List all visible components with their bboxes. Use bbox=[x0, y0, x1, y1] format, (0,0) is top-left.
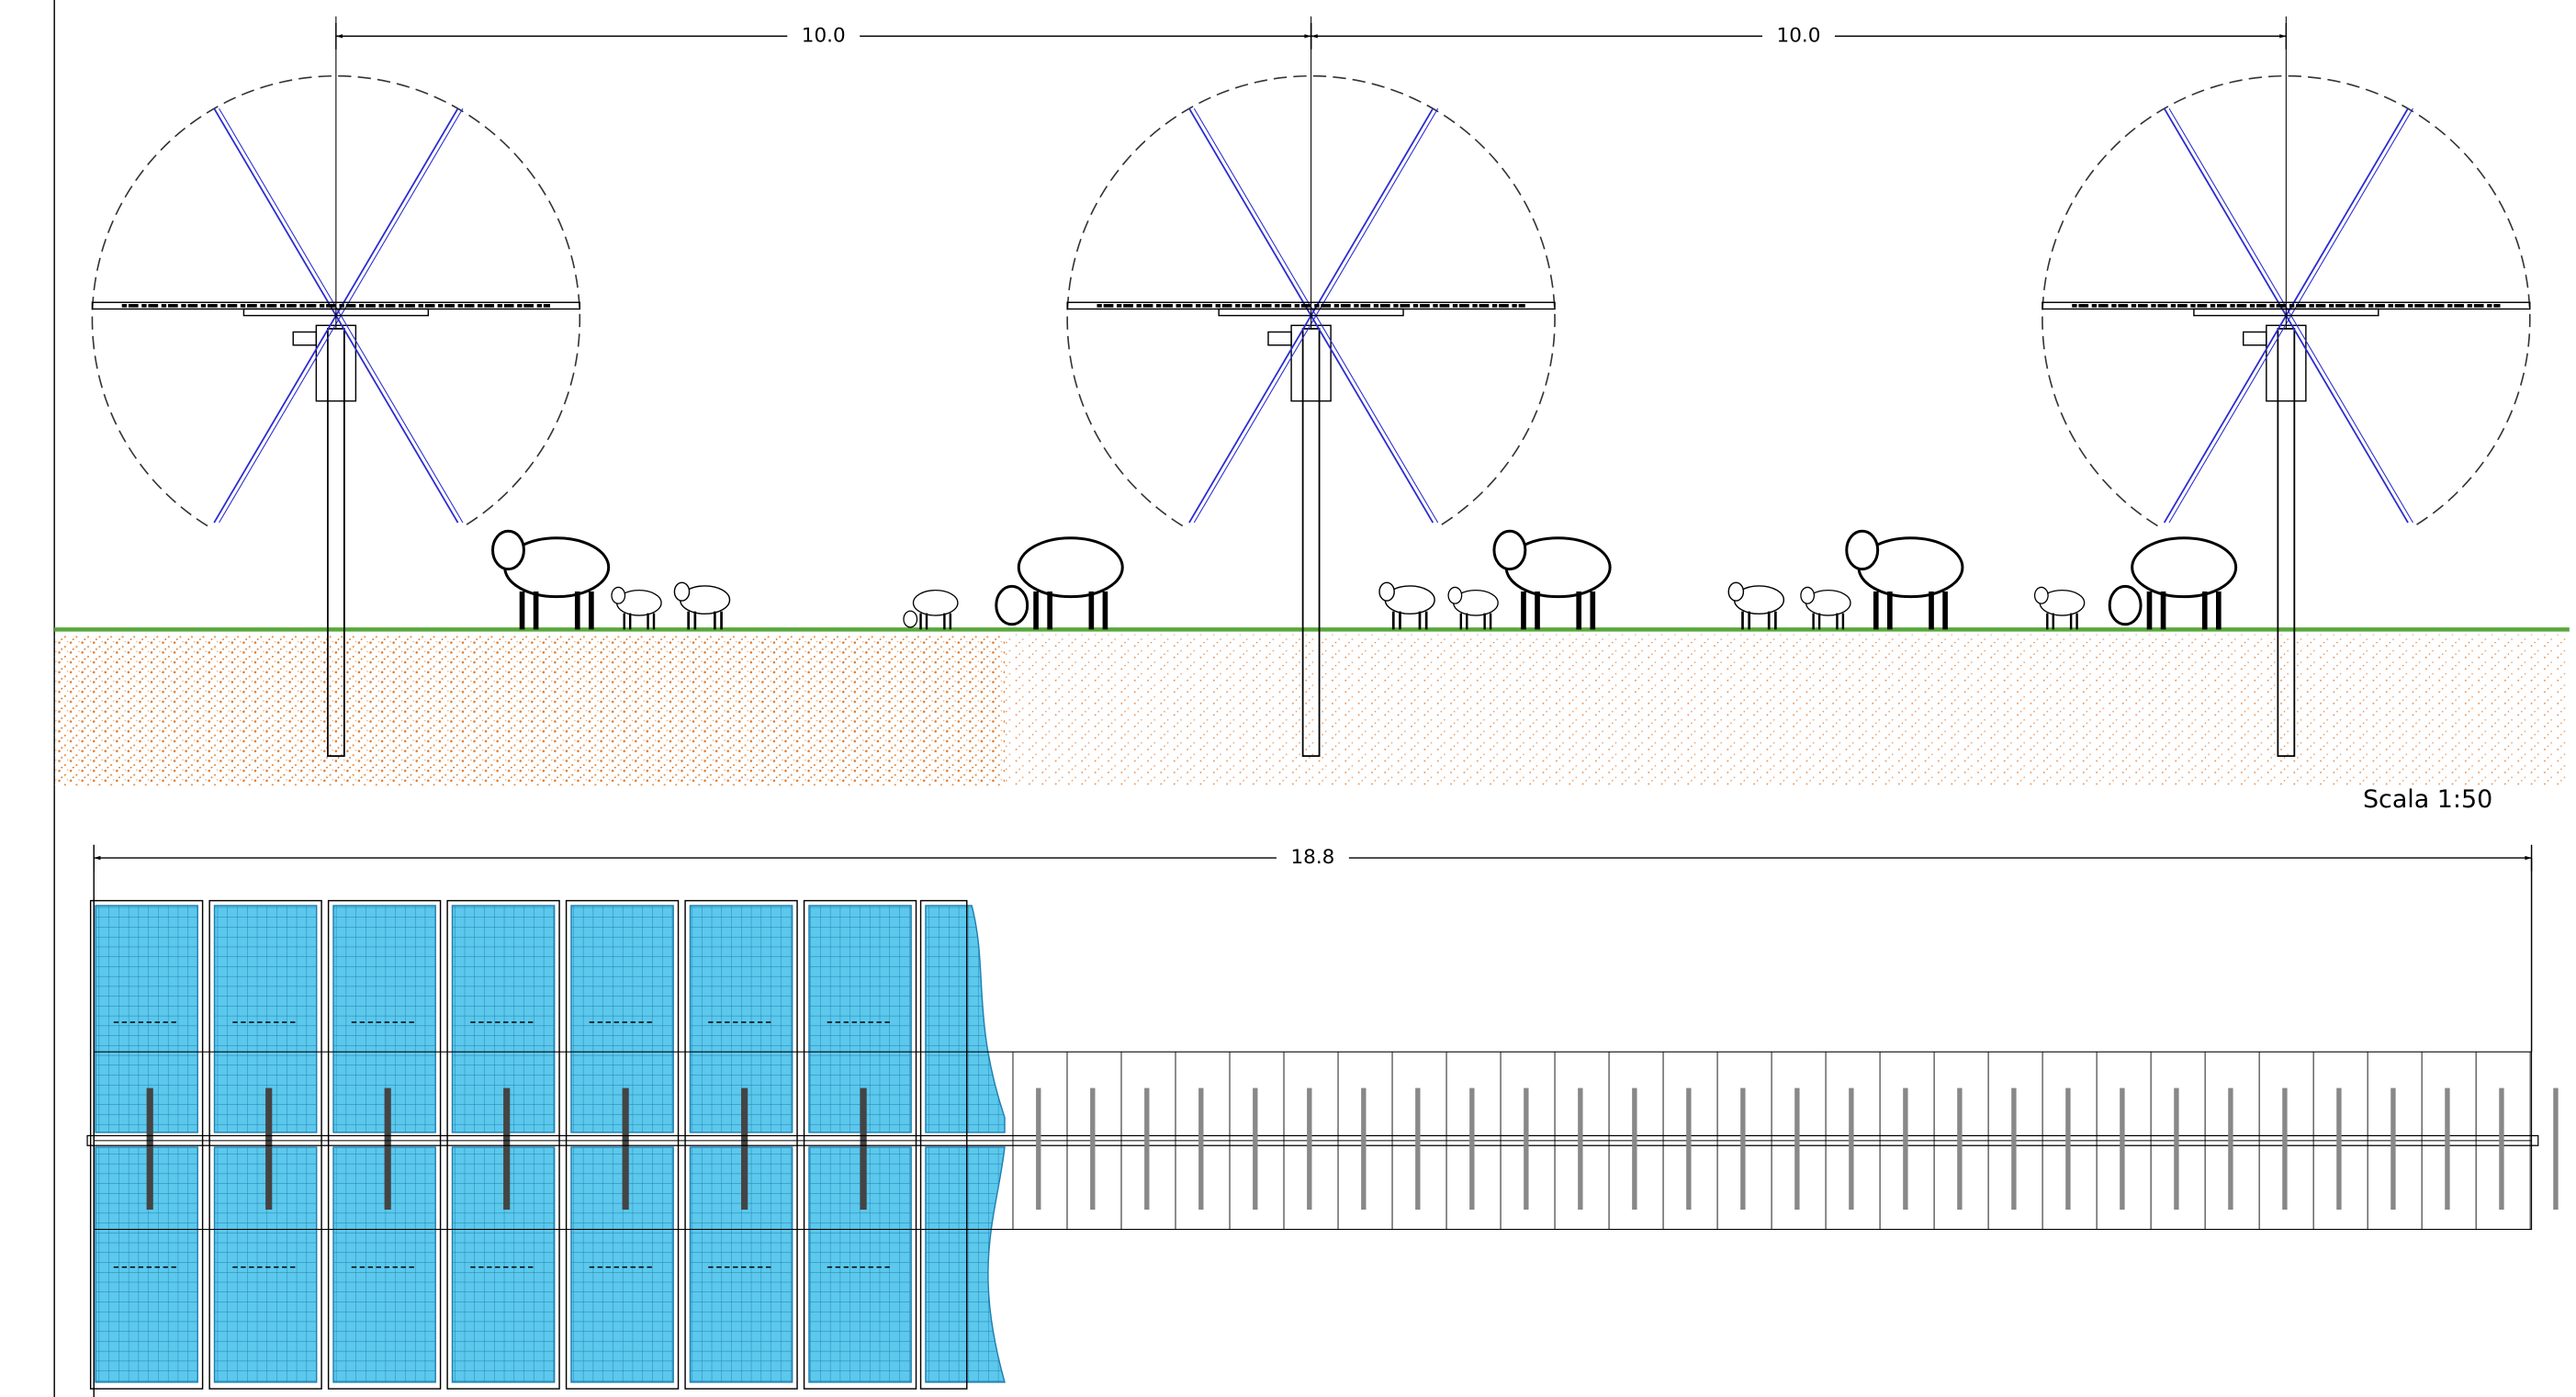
sheep-head bbox=[1845, 529, 1880, 571]
sheep bbox=[903, 590, 959, 630]
panel-frame bbox=[89, 899, 204, 1390]
torque-tube bbox=[86, 1134, 2539, 1146]
pole-head bbox=[2266, 324, 2307, 402]
clamp bbox=[2553, 1087, 2559, 1211]
clamp bbox=[1578, 1087, 1583, 1211]
sheep bbox=[995, 536, 1124, 630]
sheep-head bbox=[995, 584, 1029, 626]
rotation-arc bbox=[2042, 74, 2531, 527]
clamp bbox=[2228, 1087, 2233, 1211]
clamp bbox=[2282, 1087, 2288, 1211]
clamp bbox=[2065, 1087, 2071, 1211]
sheep-head bbox=[491, 529, 525, 571]
clamp bbox=[2174, 1087, 2179, 1211]
actuator bbox=[292, 331, 318, 346]
clamp bbox=[265, 1087, 273, 1211]
sheep bbox=[2108, 536, 2238, 630]
clamp bbox=[741, 1087, 748, 1211]
panel-frame bbox=[565, 899, 680, 1390]
clamp bbox=[503, 1087, 511, 1211]
clamp bbox=[1740, 1087, 1746, 1211]
panel-frame bbox=[803, 899, 917, 1390]
actuator bbox=[1267, 331, 1292, 346]
pole-head bbox=[315, 324, 357, 402]
pole-head bbox=[1290, 324, 1332, 402]
sheep-head bbox=[1447, 586, 1463, 604]
clamp bbox=[1036, 1087, 1041, 1211]
clamp bbox=[1903, 1087, 1908, 1211]
sheep-head bbox=[1378, 581, 1395, 602]
panel bbox=[689, 1146, 793, 1383]
label-gap bbox=[1276, 844, 1349, 872]
sheep-body bbox=[1017, 536, 1124, 599]
sheep bbox=[1800, 586, 1851, 630]
sheep-head bbox=[673, 581, 691, 602]
clamp bbox=[2390, 1087, 2396, 1211]
dimension-label: 10.0 bbox=[802, 24, 846, 47]
clamp bbox=[1794, 1087, 1800, 1211]
sheep bbox=[1378, 581, 1435, 630]
clamp bbox=[2011, 1087, 2017, 1211]
dimension-label: 10.0 bbox=[1777, 24, 1821, 47]
sheep bbox=[1492, 529, 1612, 630]
sheep bbox=[1845, 529, 1964, 630]
clamp bbox=[2120, 1087, 2125, 1211]
clamp bbox=[860, 1087, 867, 1211]
sheep bbox=[673, 581, 731, 630]
rotation-arc bbox=[91, 74, 581, 527]
clamp bbox=[2499, 1087, 2504, 1211]
clamp bbox=[384, 1087, 391, 1211]
clamp bbox=[1469, 1087, 1475, 1211]
actuator bbox=[2242, 331, 2267, 346]
rotation-arc bbox=[1066, 74, 1556, 527]
clamp bbox=[2336, 1087, 2342, 1211]
label-gap bbox=[1762, 23, 1835, 50]
clamp bbox=[1686, 1087, 1692, 1211]
soil bbox=[54, 634, 1006, 786]
dimension-label: 18.8 bbox=[1290, 846, 1334, 869]
clamp bbox=[1307, 1087, 1312, 1211]
label-gap bbox=[787, 23, 861, 50]
sheep-head bbox=[2108, 584, 2143, 626]
clamp bbox=[1144, 1087, 1150, 1211]
clamp bbox=[146, 1087, 153, 1211]
sheep-head bbox=[611, 586, 626, 604]
clamp bbox=[1957, 1087, 1963, 1211]
clamp bbox=[1632, 1087, 1637, 1211]
sheep-head bbox=[1727, 581, 1745, 602]
clamp bbox=[2445, 1087, 2450, 1211]
sheep-head bbox=[1492, 529, 1527, 571]
clamp bbox=[1415, 1087, 1421, 1211]
panel-frame bbox=[446, 899, 560, 1390]
sheep-head bbox=[2033, 586, 2049, 604]
panel bbox=[689, 905, 793, 1133]
clamp bbox=[1090, 1087, 1096, 1211]
panel-partial bbox=[925, 905, 1006, 1383]
sheep-body bbox=[2131, 536, 2238, 599]
panel-frame bbox=[684, 899, 798, 1390]
clamp bbox=[1849, 1087, 1854, 1211]
panel-frame bbox=[208, 899, 322, 1390]
clamp bbox=[1361, 1087, 1367, 1211]
clamp bbox=[1524, 1087, 1529, 1211]
sheep-head bbox=[903, 610, 918, 628]
scale-label: Scala 1:50 bbox=[2363, 785, 2492, 814]
sheep bbox=[491, 529, 611, 630]
panel-frame bbox=[919, 899, 968, 1390]
sheep bbox=[1727, 581, 1785, 630]
sheep bbox=[1447, 586, 1499, 630]
clamp bbox=[622, 1087, 629, 1211]
panel-frame bbox=[327, 899, 442, 1390]
sheep-body bbox=[912, 590, 959, 616]
soil bbox=[1005, 634, 2570, 786]
clamp bbox=[1198, 1087, 1204, 1211]
sheep-head bbox=[1800, 586, 1816, 604]
clamp bbox=[1253, 1087, 1258, 1211]
sheep bbox=[2033, 586, 2086, 630]
sheep bbox=[611, 586, 662, 630]
